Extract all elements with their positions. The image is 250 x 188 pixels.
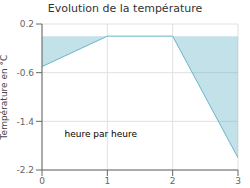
- svg-text:0: 0: [39, 176, 45, 186]
- svg-text:Température en °C: Température en °C: [8, 55, 9, 141]
- svg-text:2: 2: [170, 176, 176, 186]
- svg-text:-1.4: -1.4: [16, 117, 34, 127]
- svg-text:-2.2: -2.2: [16, 165, 34, 175]
- svg-text:1: 1: [104, 176, 110, 186]
- html-text:Evolution de la température: Evolution de la température: [47, 2, 203, 15]
- svg-text:3: 3: [235, 176, 241, 186]
- html-text:heure par heure: heure par heure: [64, 128, 138, 139]
- svg-text:0.2: 0.2: [20, 19, 34, 29]
- svg-text:-0.6: -0.6: [16, 68, 34, 78]
